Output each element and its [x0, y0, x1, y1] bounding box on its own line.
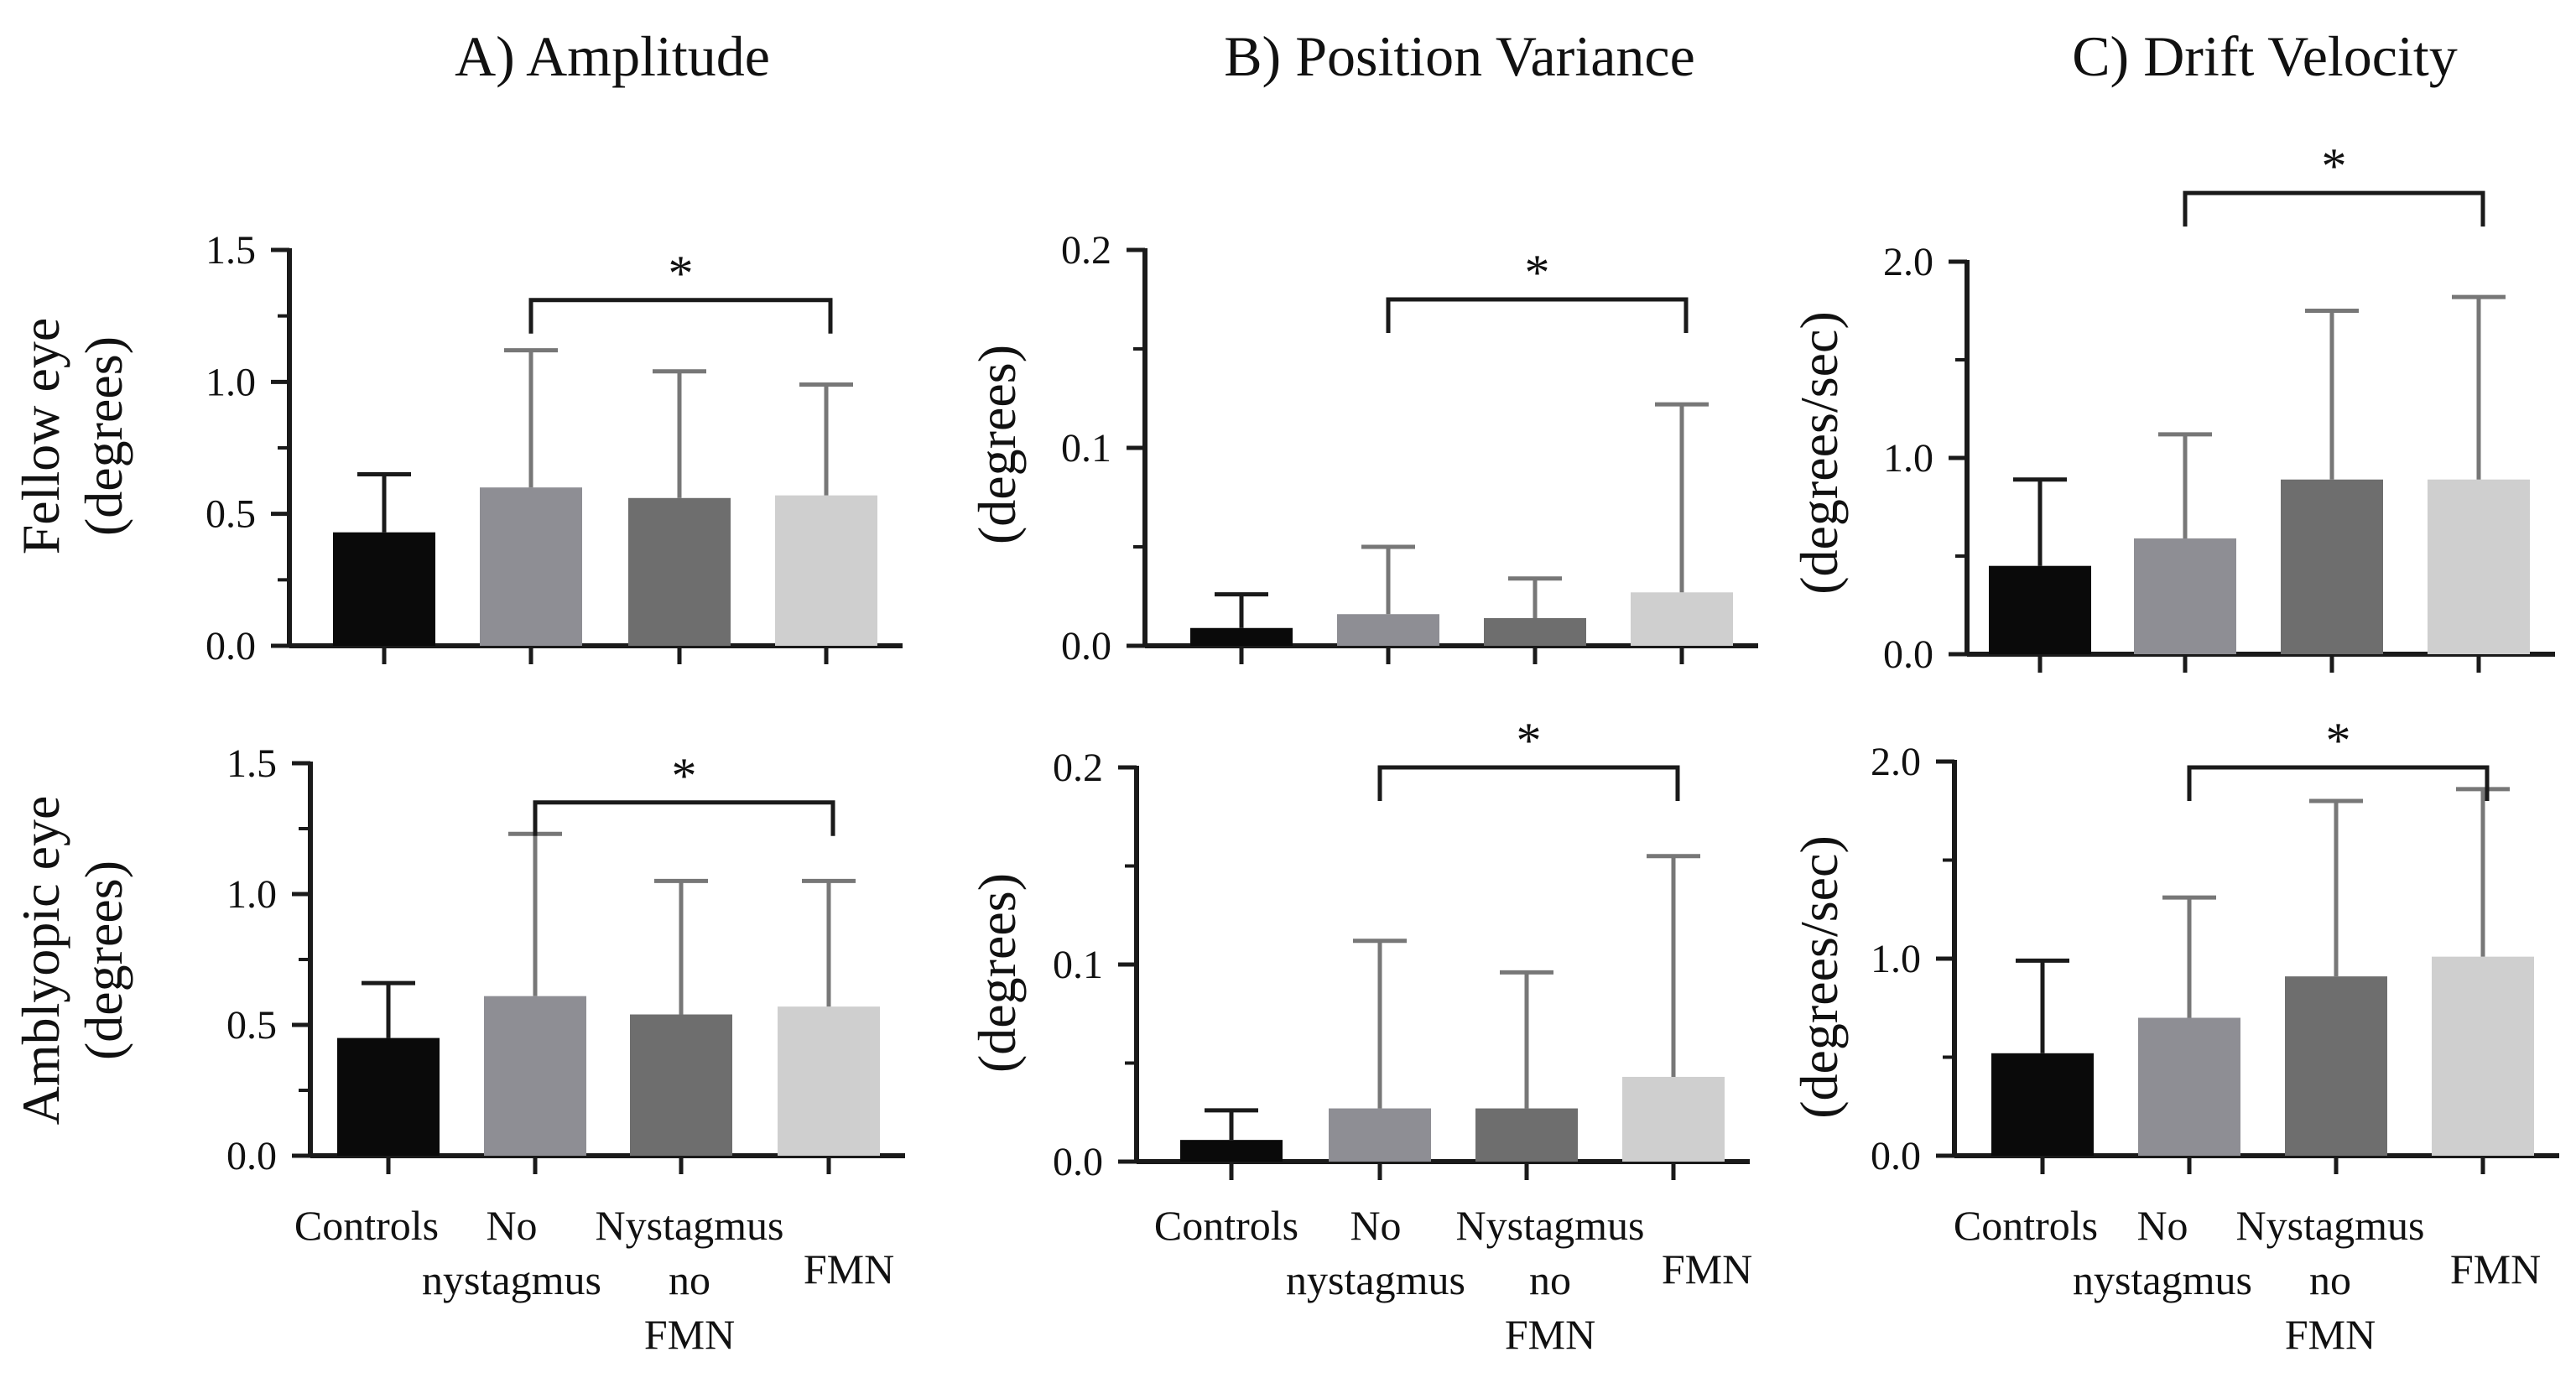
category-label-controls: Controls: [294, 1202, 439, 1249]
chart-panel-a-amblyopic: 0.0 0.5 1.0 1.5 *: [226, 741, 905, 1178]
y-tick-label: 0.1: [1053, 943, 1103, 987]
category-label-nystagmus-line2: no: [669, 1256, 710, 1303]
bar-controls: [333, 532, 435, 646]
category-label-no-nystagmus-line1: No: [1350, 1202, 1401, 1249]
category-label-no-nystagmus-line1: No: [486, 1202, 537, 1249]
panel-a-category-labels: Controls No nystagmus Nystagmus no FMN F…: [294, 1202, 894, 1358]
panel-c-category-labels: Controls No nystagmus Nystagmus no FMN F…: [1954, 1202, 2541, 1358]
category-label-nystagmus-line2: no: [2309, 1256, 2351, 1303]
panel-a-title: A) Amplitude: [455, 24, 770, 88]
y-tick-label: 0.0: [1883, 632, 1933, 677]
bar-fmn: [2428, 479, 2530, 654]
row-label-fellow-eye-unit: (degrees): [74, 336, 133, 536]
y-tick-label: 1.0: [1871, 937, 1921, 981]
y-tick-label: 0.0: [1871, 1134, 1921, 1178]
y-tick-label: 0.0: [1053, 1140, 1103, 1184]
bar-no-nystagmus: [484, 996, 586, 1156]
significance-bracket: [533, 800, 835, 836]
panel-c-top-ylabel: (degrees/sec): [1789, 311, 1849, 595]
category-label-no-nystagmus-line1: No: [2136, 1202, 2188, 1249]
bar-nystagmus-no-fmn: [1475, 1108, 1578, 1162]
bar-fmn: [1622, 1076, 1725, 1162]
bar-fmn: [2432, 956, 2534, 1156]
panels: 0.0 0.5 1.0 1.5 * 0.0 0.1 0.2 * 0.0 1.0 2.0 * 0.0 0.5 1…: [206, 138, 2559, 1184]
category-label-controls: Controls: [1954, 1202, 2098, 1249]
y-tick-label: 1.5: [206, 228, 256, 273]
significance-star: *: [2326, 713, 2351, 768]
category-label-no-nystagmus-line2: nystagmus: [2073, 1256, 2252, 1303]
significance-star: *: [672, 748, 697, 803]
significance-bracket: [528, 298, 833, 334]
chart-panel-b-amblyopic: 0.0 0.1 0.2 *: [1053, 713, 1750, 1184]
category-label-nystagmus-line2: no: [1529, 1256, 1571, 1303]
panel-c-bottom-ylabel: (degrees/sec): [1789, 835, 1849, 1119]
category-label-nystagmus-line3: FMN: [1505, 1311, 1595, 1358]
category-label-fmn: FMN: [2450, 1245, 2541, 1292]
y-tick-label: 0.5: [206, 492, 256, 537]
bar-fmn: [778, 1006, 880, 1156]
y-tick-label: 0.2: [1061, 228, 1111, 273]
significance-bracket: [2183, 190, 2485, 227]
y-tick-label: 1.0: [226, 872, 277, 917]
significance-star: *: [1517, 713, 1542, 768]
panel-b-bottom-ylabel: (degrees): [967, 873, 1027, 1073]
chart-panel-c-fellow: 0.0 1.0 2.0 *: [1883, 138, 2555, 677]
y-tick-label: 0.5: [226, 1003, 277, 1048]
chart-panel-b-fellow: 0.0 0.1 0.2 *: [1061, 228, 1758, 668]
significance-bracket: [1377, 765, 1680, 801]
significance-star: *: [1525, 245, 1550, 300]
bar-controls: [1190, 627, 1293, 646]
y-tick-label: 0.0: [1061, 624, 1111, 668]
significance-bracket: [2187, 765, 2490, 802]
chart-panel-c-amblyopic: 0.0 1.0 2.0 *: [1871, 713, 2559, 1178]
significance-star: *: [2322, 138, 2347, 194]
panel-c-title: C) Drift Velocity: [2072, 24, 2458, 88]
bar-no-nystagmus: [1337, 614, 1439, 646]
panel-b-top-ylabel: (degrees): [967, 345, 1027, 544]
bar-nystagmus-no-fmn: [2281, 479, 2383, 654]
y-tick-label: 0.1: [1061, 426, 1111, 471]
category-label-fmn: FMN: [804, 1245, 894, 1292]
category-label-controls: Controls: [1154, 1202, 1298, 1249]
y-tick-label: 2.0: [1883, 240, 1933, 284]
bar-nystagmus-no-fmn: [630, 1014, 732, 1156]
bar-no-nystagmus: [2138, 1017, 2240, 1156]
y-tick-label: 0.0: [226, 1134, 277, 1178]
category-label-nystagmus-line3: FMN: [2285, 1311, 2376, 1358]
category-label-nystagmus-line1: Nystagmus: [596, 1202, 784, 1249]
bar-controls: [1180, 1140, 1283, 1162]
bar-controls: [337, 1037, 440, 1156]
significance-bracket: [1386, 297, 1689, 333]
bar-fmn: [1631, 592, 1733, 646]
panel-b-category-labels: Controls No nystagmus Nystagmus no FMN F…: [1154, 1202, 1752, 1358]
bar-nystagmus-no-fmn: [1484, 617, 1586, 646]
y-tick-label: 0.2: [1053, 746, 1103, 790]
bar-nystagmus-no-fmn: [628, 497, 731, 646]
row-label-amblyopic-eye: Amblyopic eye: [11, 796, 70, 1126]
bar-no-nystagmus: [480, 487, 582, 646]
category-label-nystagmus-line3: FMN: [644, 1311, 735, 1358]
category-label-fmn: FMN: [1662, 1245, 1752, 1292]
y-tick-label: 1.0: [1883, 436, 1933, 481]
panel-b-title: B) Position Variance: [1224, 24, 1695, 88]
category-label-no-nystagmus-line2: nystagmus: [422, 1256, 601, 1303]
category-label-no-nystagmus-line2: nystagmus: [1286, 1256, 1465, 1303]
bar-no-nystagmus: [2134, 538, 2236, 654]
bar-fmn: [775, 495, 877, 646]
significance-star: *: [669, 246, 694, 301]
row-label-fellow-eye: Fellow eye: [11, 318, 70, 555]
chart-panel-a-fellow: 0.0 0.5 1.0 1.5 *: [206, 228, 903, 668]
category-label-nystagmus-line1: Nystagmus: [1456, 1202, 1645, 1249]
category-label-nystagmus-line1: Nystagmus: [2236, 1202, 2425, 1249]
row-label-amblyopic-eye-unit: (degrees): [74, 861, 133, 1060]
bar-controls: [1989, 565, 2091, 654]
bar-nystagmus-no-fmn: [2285, 976, 2387, 1156]
bar-controls: [1991, 1053, 2094, 1156]
bar-no-nystagmus: [1329, 1108, 1431, 1162]
y-tick-label: 1.0: [206, 360, 256, 404]
y-tick-label: 0.0: [206, 624, 256, 668]
y-tick-label: 1.5: [226, 741, 277, 786]
y-tick-label: 2.0: [1871, 740, 1921, 784]
